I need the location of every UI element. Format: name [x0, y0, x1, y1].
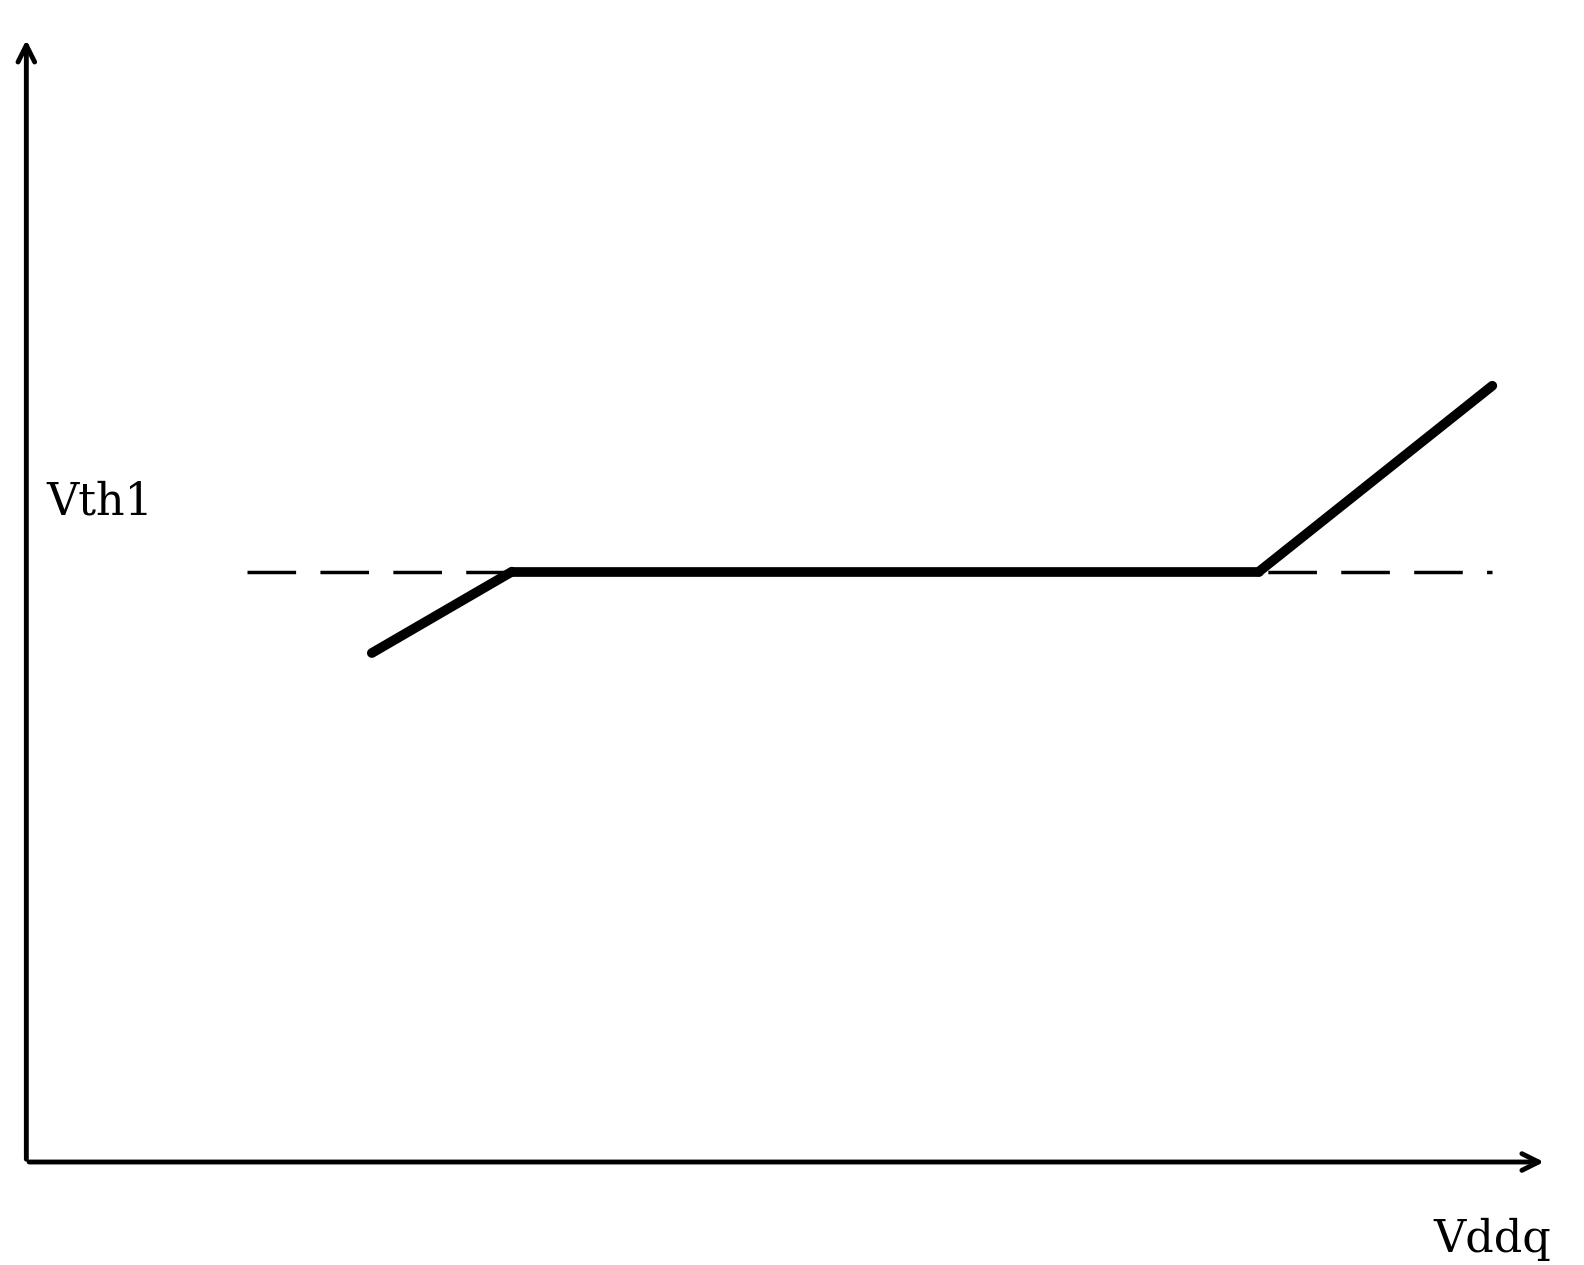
Text: Vddq: Vddq — [1434, 1218, 1551, 1261]
Text: Vth1: Vth1 — [46, 481, 154, 524]
